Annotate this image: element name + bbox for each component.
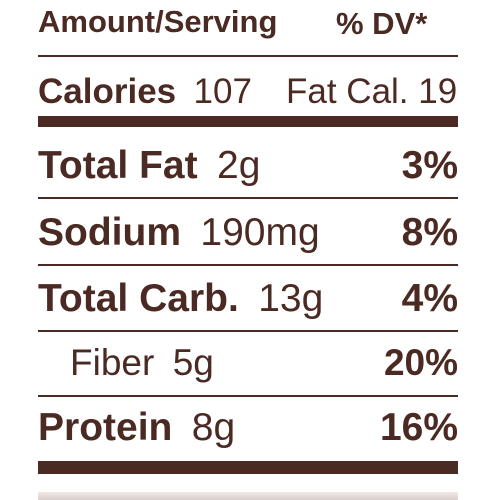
row-divider [38,264,458,266]
nutrient-name: Sodium [38,211,181,254]
nutrient-name: Total Carb. [38,277,239,320]
dv-header-label: % DV* [336,6,428,41]
nutrition-facts-panel: Amount/Serving % DV* Calories 107 Fat Ca… [38,0,458,500]
nutrient-row-protein: Protein 8g 16% [38,408,458,447]
header-row: Amount/Serving % DV* [38,4,458,41]
protein-thick-divider [38,461,458,474]
nutrient-dv: 4% [401,277,458,320]
row-divider [38,330,458,332]
header-divider [38,55,458,57]
nutrient-amount: 13g [258,277,324,320]
calories-label: Calories [38,72,177,111]
nutrient-name: Protein [38,406,173,449]
nutrient-amount: 5g [172,342,214,383]
cut-off-vitamin-row [38,492,458,500]
nutrient-amount: 2g [217,144,261,187]
nutrient-name: Total Fat [38,144,198,187]
calories-value: 107 [193,72,252,111]
nutrient-row-total-carb: Total Carb. 13g 4% [38,279,458,318]
amount-serving-label: Amount/Serving [38,4,278,39]
nutrient-dv: 16% [379,406,458,449]
row-divider [38,197,458,199]
calories-thick-divider [38,116,458,127]
row-divider [38,395,458,397]
nutrient-dv: 3% [401,144,458,187]
nutrient-amount: 8g [191,406,236,449]
nutrient-dv: 20% [383,342,458,383]
nutrient-row-sodium: Sodium 190mg 8% [38,213,458,252]
nutrient-row-fiber: Fiber 5g 20% [38,344,458,381]
nutrient-row-total-fat: Total Fat 2g 3% [38,146,458,185]
nutrient-amount: 190mg [200,211,320,254]
nutrient-name: Fiber [70,342,155,383]
nutrient-dv: 8% [401,211,458,254]
calories-row: Calories 107 Fat Cal. 19 [38,74,458,109]
fat-calories: Fat Cal. 19 [286,72,458,111]
